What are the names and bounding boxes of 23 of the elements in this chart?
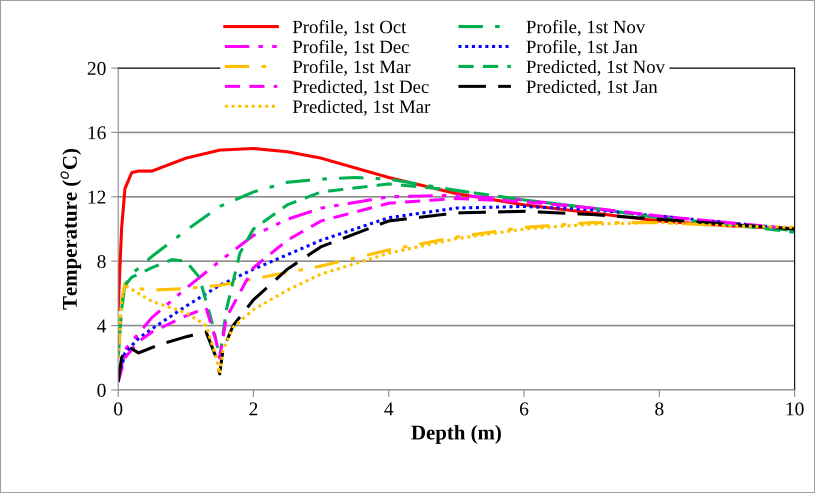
y-tick-label: 4 xyxy=(97,320,106,332)
legend-label: Profile, 1st Oct xyxy=(292,20,406,36)
y-tick-label: 8 xyxy=(97,255,106,268)
x-tick-label: 2 xyxy=(249,402,258,416)
legend-label: Predicted, 1st Jan xyxy=(526,80,658,96)
x-tick-label: 6 xyxy=(520,402,528,416)
x-tick-label: 0 xyxy=(114,402,122,416)
y-tick-label: 20 xyxy=(88,62,106,75)
y-axis-title: Temperature ($^{o}$C) xyxy=(60,149,82,310)
x-axis-title: Depth (m) xyxy=(411,424,501,444)
legend-label: Predicted, 1st Mar xyxy=(292,100,430,116)
x-tick-label: 10 xyxy=(786,402,804,416)
y-tick-label: 0 xyxy=(97,384,106,397)
legend-label: Predicted, 1st Nov xyxy=(526,60,665,76)
legend-label: Profile, 1st Mar xyxy=(292,60,410,76)
legend-label: Profile, 1st Nov xyxy=(526,20,646,36)
legend-label: Profile, 1st Jan xyxy=(526,40,638,56)
legend-label: Predicted, 1st Dec xyxy=(292,80,429,96)
legend-label: Profile, 1st Dec xyxy=(292,40,409,56)
y-tick-label: 16 xyxy=(88,126,106,140)
x-tick-label: 8 xyxy=(655,402,664,416)
x-tick-label: 4 xyxy=(384,402,394,416)
y-tick-label: 12 xyxy=(88,190,106,204)
